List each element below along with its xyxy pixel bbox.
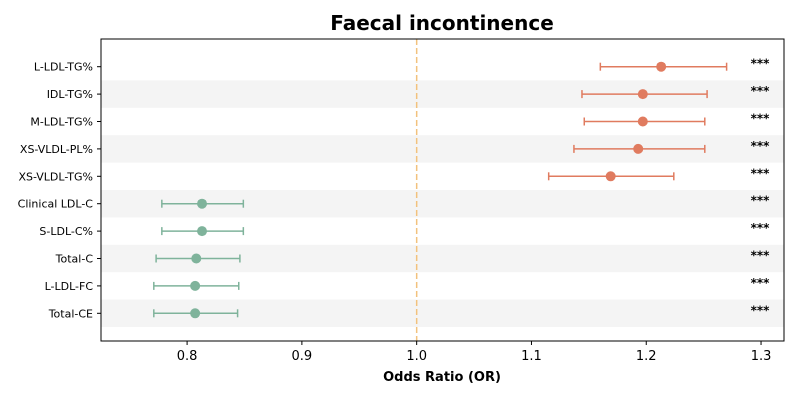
data-row: Clinical LDL-C *** [18, 194, 770, 211]
significance-label: *** [751, 112, 771, 126]
x-tick-label: 1.2 [636, 349, 657, 364]
row-label: M-LDL-TG% [30, 116, 93, 129]
x-tick-label: 1.3 [751, 349, 772, 364]
or-point [633, 143, 644, 154]
row-label: XS-VLDL-TG% [18, 170, 93, 183]
or-point [656, 61, 667, 72]
significance-label: *** [751, 249, 771, 263]
data-row: Total-CE *** [48, 303, 770, 320]
x-tick-label: 0.9 [292, 349, 313, 364]
significance-label: *** [751, 303, 771, 317]
data-row: XS-VLDL-TG% *** [18, 166, 770, 183]
or-point [190, 280, 201, 291]
chart-title: Faecal incontinence [330, 11, 554, 35]
row-label: L-LDL-FC [45, 280, 94, 293]
row-label: IDL-TG% [47, 88, 93, 101]
x-tick-label: 0.8 [177, 349, 198, 364]
or-point [197, 198, 208, 209]
row-label: Total-C [55, 253, 94, 266]
data-row: L-LDL-TG% *** [34, 57, 770, 74]
data-row: XS-VLDL-PL% *** [20, 139, 770, 156]
significance-label: *** [751, 166, 771, 180]
x-axis-label: Odds Ratio (OR) [383, 370, 501, 385]
significance-label: *** [751, 221, 771, 235]
row-label: Total-CE [48, 307, 93, 320]
significance-label: *** [751, 84, 771, 98]
significance-label: *** [751, 276, 771, 290]
row-label: XS-VLDL-PL% [20, 143, 93, 156]
data-row: M-LDL-TG% *** [30, 112, 770, 129]
significance-label: *** [751, 194, 771, 208]
or-point [190, 308, 201, 319]
data-row: Total-C *** [55, 249, 770, 266]
data-row: S-LDL-C% *** [39, 221, 770, 238]
or-point [191, 253, 202, 264]
x-tick-label: 1.0 [406, 349, 427, 364]
x-tick-label: 1.1 [521, 349, 542, 364]
plot-frame [100, 38, 785, 342]
or-point [197, 226, 208, 237]
row-label: L-LDL-TG% [34, 61, 93, 74]
significance-label: *** [751, 139, 771, 153]
or-point [637, 116, 648, 127]
row-label: S-LDL-C% [39, 225, 93, 238]
x-axis-ticks: 0.8 0.9 1.0 1.1 1.2 1.3 [177, 341, 772, 364]
data-rows: L-LDL-TG% ***IDL-TG% ***M-LDL-TG% ***XS-VLD… [18, 57, 770, 321]
data-row: L-LDL-FC *** [45, 276, 771, 293]
row-label: Clinical LDL-C [18, 198, 94, 211]
or-point [637, 89, 648, 100]
or-point [605, 171, 616, 182]
data-row: IDL-TG% *** [47, 84, 770, 101]
significance-label: *** [751, 57, 771, 71]
